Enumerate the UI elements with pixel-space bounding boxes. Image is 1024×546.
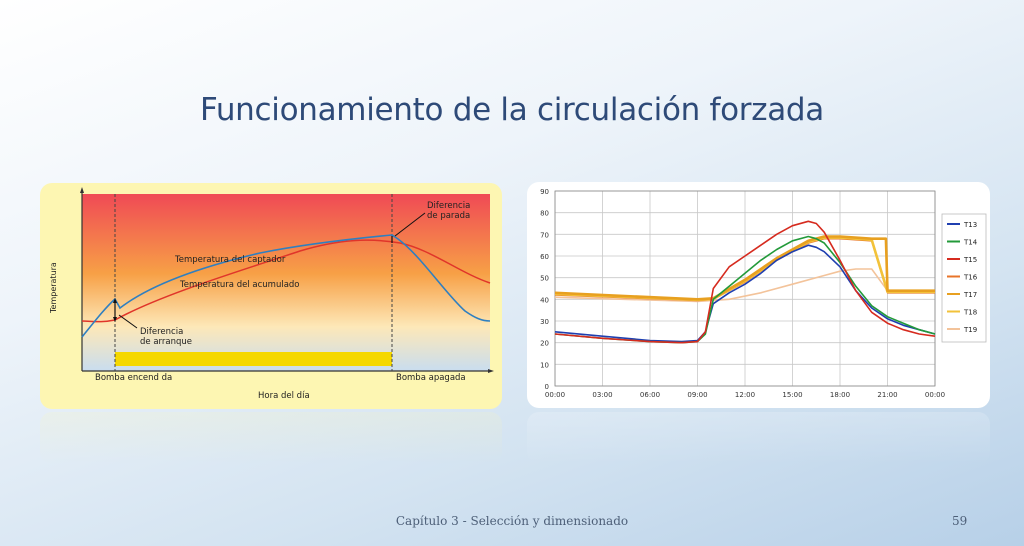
right-panel-reflection <box>527 412 990 464</box>
pump-on-label: Bomba encend da <box>95 373 172 383</box>
y-tick-label: 10 <box>540 361 549 369</box>
legend-box <box>941 213 987 343</box>
collector-label: Temperatura del captador <box>174 255 286 265</box>
x-tick-label: 09:00 <box>687 391 707 399</box>
start-difference-label-line2: de arranque <box>140 337 192 347</box>
legend-label: T14 <box>963 239 978 247</box>
legend-label: T15 <box>963 256 977 264</box>
pump-off-label: Bomba apagada <box>396 373 466 383</box>
legend-label: T16 <box>963 274 978 282</box>
stop-difference-pointer <box>394 212 426 237</box>
x-tick-label: 12:00 <box>735 391 755 399</box>
y-tick-label: 40 <box>540 296 549 304</box>
x-axis-arrow <box>488 369 494 373</box>
y-tick-label: 80 <box>540 210 549 218</box>
x-tick-label: 00:00 <box>545 391 565 399</box>
x-axis-label: Hora del día <box>258 391 310 401</box>
y-axis-arrow <box>80 187 84 193</box>
slide-title: Funcionamiento de la circulación forzada <box>200 92 824 128</box>
storage-temperature-curve <box>81 239 491 323</box>
x-tick-label: 00:00 <box>925 391 945 399</box>
chart-series <box>554 220 936 344</box>
y-tick-label: 70 <box>540 231 549 239</box>
y-tick-label: 30 <box>540 318 549 326</box>
temperature-gradient-background <box>82 194 490 371</box>
pump-on-bar <box>115 352 392 366</box>
start-difference-arrow-up <box>113 298 117 303</box>
y-tick-label: 20 <box>540 340 549 348</box>
x-tick-label: 06:00 <box>640 391 660 399</box>
left-panel-reflection <box>40 412 502 464</box>
series-line-t15 <box>554 220 936 344</box>
legend-label: T19 <box>963 326 977 334</box>
y-tick-label: 0 <box>545 383 549 391</box>
storage-label: Temperatura del acumulado <box>179 280 300 290</box>
plot-frame <box>554 190 936 387</box>
x-tick-label: 03:00 <box>592 391 612 399</box>
x-tick-label: 21:00 <box>877 391 897 399</box>
y-axis-label: Temperatura <box>49 262 58 314</box>
start-difference-label-line1: Diferencia <box>140 327 183 337</box>
legend-label: T17 <box>963 291 977 299</box>
start-difference-arrow-down <box>113 317 117 322</box>
start-difference-pointer <box>118 314 138 329</box>
pump-control-chart: Temperatura del captador Temperatura del… <box>49 187 494 401</box>
y-tick-label: 60 <box>540 253 549 261</box>
collector-temperature-curve <box>81 234 491 338</box>
x-tick-label: 18:00 <box>830 391 850 399</box>
chart-grid: 0 10 20 30 40 50 60 70 80 90 00:00 03:00 06:00 09:00 1… <box>540 188 945 399</box>
temperature-record-chart: 0 10 20 30 40 50 60 70 80 90 00:00 03:00 06:00 09:00 1… <box>540 188 987 399</box>
y-tick-label: 90 <box>540 188 549 196</box>
page-number: 59 <box>952 514 968 528</box>
legend-label: T13 <box>963 221 977 229</box>
y-tick-label: 50 <box>540 275 549 283</box>
chart-legend: T13 T14 T15 T16 T17 T18 T19 <box>941 213 987 343</box>
pump-control-chart-panel: Temperatura del captador Temperatura del… <box>40 183 502 409</box>
legend-label: T18 <box>963 309 977 317</box>
stop-difference-label-line1: Diferencia <box>427 201 470 211</box>
temperature-record-chart-panel: 0 10 20 30 40 50 60 70 80 90 00:00 03:00 06:00 09:00 1… <box>527 182 990 408</box>
stop-difference-label-line2: de parada <box>427 211 470 221</box>
x-tick-label: 15:00 <box>782 391 802 399</box>
series-line-t13 <box>554 244 936 343</box>
footer-text: Capítulo 3 - Selección y dimensionado <box>395 514 629 528</box>
